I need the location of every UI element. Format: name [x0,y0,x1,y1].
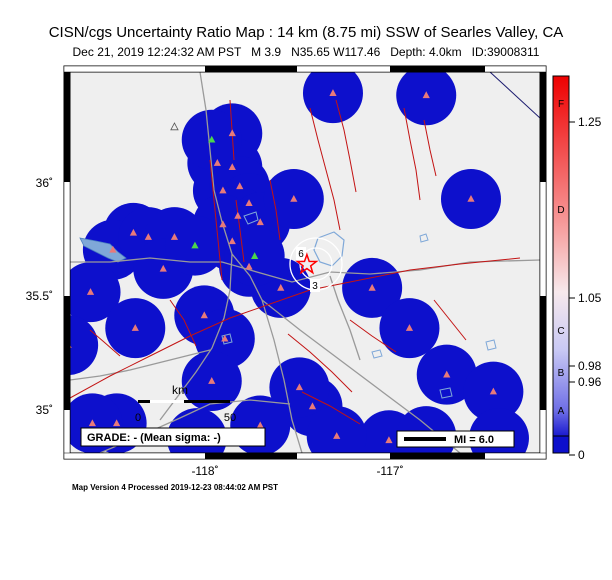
station-marker[interactable] [228,237,236,245]
contour-label: 6 [298,249,304,260]
station-marker-green[interactable] [251,252,259,259]
station-marker[interactable] [213,159,221,166]
colorbar-value: 0.98 [578,359,602,373]
station-marker[interactable] [200,311,208,319]
scalebar-end: 50 [224,412,236,424]
china-lake [243,211,259,225]
searles-lake [313,231,345,267]
isabella-lake [79,237,127,263]
faults [70,99,521,425]
colorbar-value: 0 [578,448,585,462]
state-boundary [489,72,540,119]
mi-legend-line [404,437,446,441]
station-marker[interactable] [208,377,216,384]
station-marker[interactable] [277,283,285,291]
colorbar-letter: A [558,406,565,417]
epicenter-star[interactable] [295,252,319,275]
station-marker[interactable] [131,324,139,331]
uncertainty-blob [306,406,367,453]
colorbar-value: 1.25 [578,115,602,129]
colorbar: F D C B A 1.25 1.05 0.98 0.96 0 [552,75,602,462]
station-marker[interactable] [113,419,121,427]
station-marker[interactable] [443,370,451,378]
epicenter-star-shape[interactable] [295,252,319,275]
contour-label-bg [310,279,320,292]
station-marker[interactable] [234,211,242,219]
uncertainty-blob [396,72,457,126]
station-marker[interactable] [245,262,253,270]
colorbar-value: 0.96 [578,375,602,389]
station-marker[interactable] [88,419,96,427]
lat-tick-label: 35˚ [36,403,53,417]
station-marker[interactable] [219,186,227,194]
scalebar-start: 0 [135,412,141,424]
station-marker[interactable] [489,387,497,395]
station-marker-green[interactable] [208,135,216,143]
station-marker[interactable] [422,91,430,99]
uncertainty-blob [302,72,363,124]
station-marker[interactable] [236,182,244,190]
mi-legend-box [396,430,515,448]
station-marker[interactable] [467,195,475,202]
station-marker[interactable] [256,421,264,429]
lon-tick-label: -118˚ [191,464,218,478]
uncertainty-blob [70,315,99,375]
station-marker[interactable] [245,199,253,207]
grade-label: GRADE: - (Mean sigma: -) [87,432,221,444]
station-marker[interactable] [385,436,393,444]
colorbar-letter: B [558,368,565,379]
station-marker[interactable] [368,283,376,291]
station-marker-open[interactable] [170,122,179,131]
station-marker[interactable] [290,195,298,202]
contour-label: 3 [312,281,318,292]
station-marker[interactable] [295,383,304,391]
grade-box [80,427,266,447]
map-frame [63,65,547,460]
station-marker[interactable] [219,220,227,228]
processing-info: Map Version 4 Processed 2019-12-23 08:44… [72,483,279,492]
station-marker[interactable] [159,264,167,272]
station-marker[interactable] [333,432,341,439]
station-marker[interactable] [405,324,414,331]
mi-legend-label: MI = 6.0 [454,434,494,446]
scalebar-segment [150,400,184,403]
lon-tick-label: -117˚ [376,464,403,478]
station-marker[interactable] [86,288,95,295]
lakes [79,211,497,399]
map-area: 6 3 km 0 50 GRADE: - (Mean sigma: -) MI … [70,72,540,453]
uncertainty-blob [70,262,121,323]
station-marker[interactable] [308,402,317,410]
station-marker[interactable] [144,233,152,240]
lat-tick-label: 35.5˚ [26,289,53,303]
scalebar-title: km [172,383,188,397]
small-lake [439,387,453,399]
colorbar-bottom-swatch [552,435,570,454]
station-marker[interactable] [256,218,264,226]
station-marker[interactable] [109,245,117,253]
small-lake [485,339,497,351]
station-marker[interactable] [221,334,229,342]
contour-label-bg [296,247,306,260]
station-marker[interactable] [129,228,138,236]
lat-tick-label: 36˚ [36,176,53,190]
map-title: CISN/cgs Uncertainty Ratio Map : 14 km (… [48,24,564,41]
colorbar-value: 1.05 [578,291,602,305]
colorbar-gradient [552,75,570,437]
station-marker[interactable] [170,233,179,240]
station-marker[interactable] [228,129,236,137]
event-info: Dec 21, 2019 12:24:32 AM PST M 3.9 N35.6… [72,45,540,59]
small-lake [371,349,383,359]
small-lake [419,233,429,243]
colorbar-letter: C [557,326,564,337]
station-marker[interactable] [329,89,337,96]
colorbar-letter: D [557,205,564,216]
station-marker-green[interactable] [191,241,199,249]
colorbar-letter: F [558,99,564,110]
station-marker[interactable] [228,163,236,171]
